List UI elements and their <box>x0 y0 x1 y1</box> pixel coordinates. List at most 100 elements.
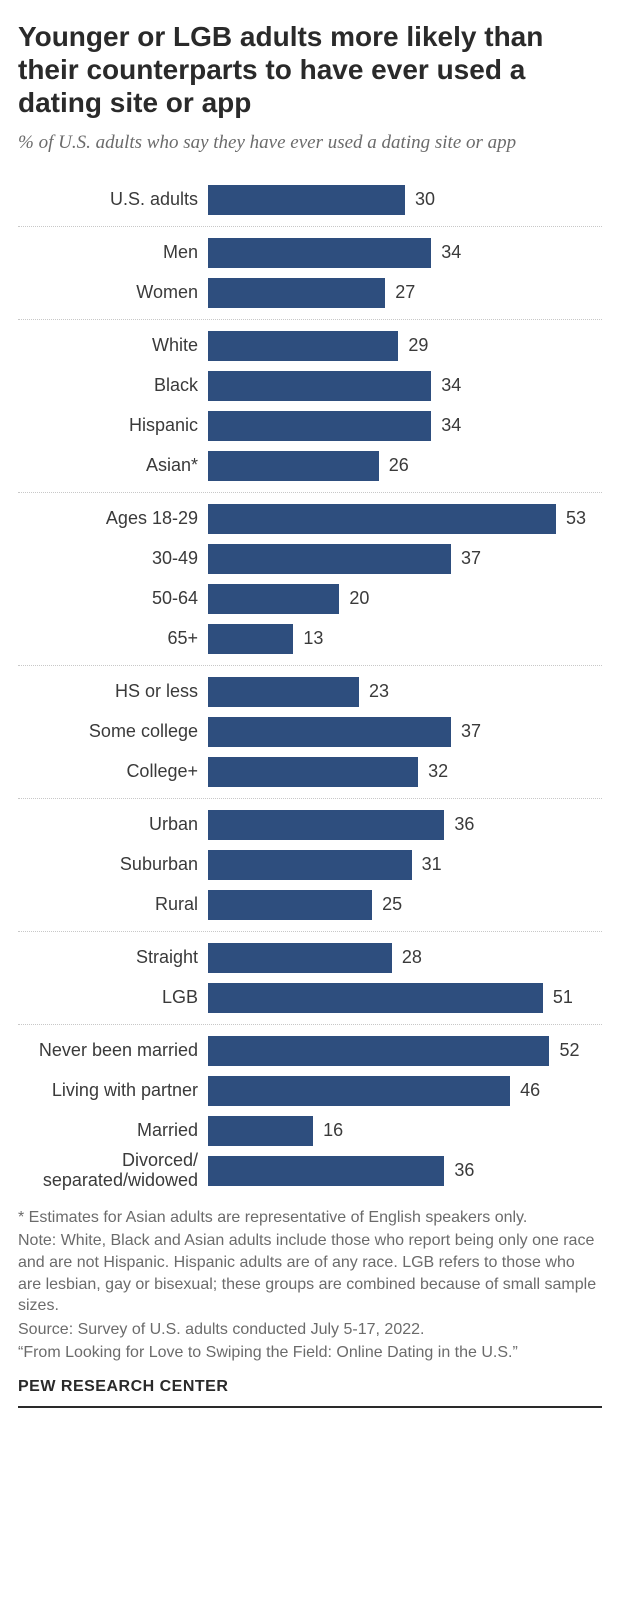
bar-area: 34 <box>208 238 602 268</box>
bar-value: 23 <box>369 681 389 702</box>
chart-row: Urban 36 <box>18 805 602 845</box>
bar-value: 51 <box>553 987 573 1008</box>
chart-subtitle: % of U.S. adults who say they have ever … <box>18 131 602 156</box>
row-label: Living with partner <box>18 1081 208 1101</box>
bar-value: 27 <box>395 282 415 303</box>
bar-area: 30 <box>208 185 602 215</box>
bar <box>208 331 398 361</box>
row-label: Suburban <box>18 855 208 875</box>
chart-row: Divorced/ separated/widowed36 <box>18 1151 602 1191</box>
bar-value: 30 <box>415 189 435 210</box>
chart-row: Some college 37 <box>18 712 602 752</box>
bar-area: 37 <box>208 544 602 574</box>
chart-row: 30-49 37 <box>18 539 602 579</box>
chart-group: Never been married 52 Living with partner 4… <box>18 1024 602 1197</box>
chart-row: Suburban 31 <box>18 845 602 885</box>
chart-row: College+32 <box>18 752 602 792</box>
row-label: 30-49 <box>18 549 208 569</box>
row-label: Black <box>18 376 208 396</box>
bar-area: 53 <box>208 504 602 534</box>
bar-area: 13 <box>208 624 602 654</box>
bar-value: 13 <box>303 628 323 649</box>
bar-value: 34 <box>441 415 461 436</box>
bar-area: 36 <box>208 810 602 840</box>
chart-row: 65+13 <box>18 619 602 659</box>
footnote-line: * Estimates for Asian adults are represe… <box>18 1207 602 1229</box>
bar-value: 31 <box>422 854 442 875</box>
bar <box>208 943 392 973</box>
bar <box>208 983 543 1013</box>
chart-row: Men34 <box>18 233 602 273</box>
bar-area: 52 <box>208 1036 602 1066</box>
row-label: Ages 18-29 <box>18 509 208 529</box>
bar <box>208 544 451 574</box>
row-label: Some college <box>18 722 208 742</box>
bar-value: 25 <box>382 894 402 915</box>
bar-area: 36 <box>208 1156 602 1186</box>
chart-group: U.S. adults 30 <box>18 174 602 226</box>
bar-area: 28 <box>208 943 602 973</box>
bar-area: 34 <box>208 411 602 441</box>
bar-value: 53 <box>566 508 586 529</box>
chart-group: Urban 36 Suburban 31 Rural 25 <box>18 798 602 931</box>
bar-value: 20 <box>349 588 369 609</box>
bar-value: 34 <box>441 375 461 396</box>
chart-group: Men34 Women 27 <box>18 226 602 319</box>
bar <box>208 677 359 707</box>
bar <box>208 810 444 840</box>
bar-chart: U.S. adults30Men34Women27White29Black34H… <box>18 174 602 1197</box>
bar-value: 26 <box>389 455 409 476</box>
chart-row: Asian* 26 <box>18 446 602 486</box>
bar-value: 28 <box>402 947 422 968</box>
bar <box>208 451 379 481</box>
bar-area: 26 <box>208 451 602 481</box>
row-label: Married <box>18 1121 208 1141</box>
row-label: 50-64 <box>18 589 208 609</box>
bar-area: 31 <box>208 850 602 880</box>
row-label: College+ <box>18 762 208 782</box>
bar-area: 46 <box>208 1076 602 1106</box>
row-label: Never been married <box>18 1041 208 1061</box>
chart-row: Hispanic 34 <box>18 406 602 446</box>
row-label: HS or less <box>18 682 208 702</box>
chart-row: U.S. adults 30 <box>18 180 602 220</box>
chart-row: Never been married 52 <box>18 1031 602 1071</box>
bar <box>208 411 431 441</box>
bar <box>208 584 339 614</box>
row-label: Women <box>18 283 208 303</box>
footnote-line: Source: Survey of U.S. adults conducted … <box>18 1319 602 1341</box>
bar-value: 29 <box>408 335 428 356</box>
bar-area: 27 <box>208 278 602 308</box>
footnote-line: “From Looking for Love to Swiping the Fi… <box>18 1342 602 1364</box>
bar-value: 36 <box>454 814 474 835</box>
bar <box>208 1156 444 1186</box>
bar <box>208 238 431 268</box>
row-label: Straight <box>18 948 208 968</box>
bar-value: 16 <box>323 1120 343 1141</box>
chart-row: Black 34 <box>18 366 602 406</box>
chart-row: Women 27 <box>18 273 602 313</box>
bar-value: 37 <box>461 548 481 569</box>
bar-area: 37 <box>208 717 602 747</box>
chart-row: Straight 28 <box>18 938 602 978</box>
chart-row: LGB51 <box>18 978 602 1018</box>
row-label: Asian* <box>18 456 208 476</box>
bar-area: 25 <box>208 890 602 920</box>
bar <box>208 1036 549 1066</box>
chart-group: White29Black34Hispanic34Asian*26 <box>18 319 602 492</box>
bar <box>208 717 451 747</box>
bar-area: 51 <box>208 983 602 1013</box>
row-label: Rural <box>18 895 208 915</box>
chart-row: Rural 25 <box>18 885 602 925</box>
bar-value: 46 <box>520 1080 540 1101</box>
bar-value: 52 <box>559 1040 579 1061</box>
chart-footnotes: * Estimates for Asian adults are represe… <box>18 1207 602 1364</box>
chart-row: Married 16 <box>18 1111 602 1151</box>
bar-value: 36 <box>454 1160 474 1181</box>
footnote-line: Note: White, Black and Asian adults incl… <box>18 1230 602 1316</box>
row-label: U.S. adults <box>18 190 208 210</box>
bar-value: 37 <box>461 721 481 742</box>
row-label: Hispanic <box>18 416 208 436</box>
row-label: Urban <box>18 815 208 835</box>
bar <box>208 1076 510 1106</box>
